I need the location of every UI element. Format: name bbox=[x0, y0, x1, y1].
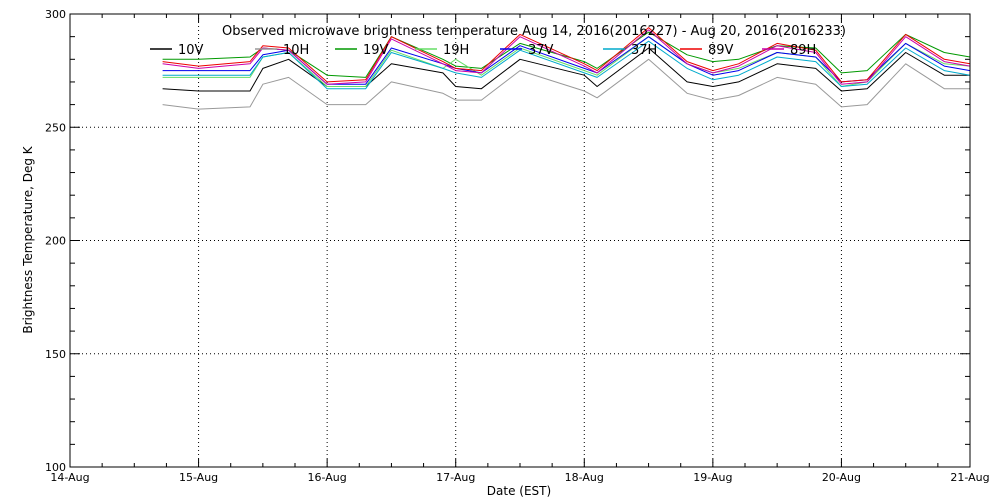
x-tick-label: 21-Aug bbox=[950, 471, 989, 484]
chart-title: Observed microwave brightness temperatur… bbox=[222, 24, 846, 39]
x-tick-label: 16-Aug bbox=[308, 471, 347, 484]
y-tick-label: 150 bbox=[45, 348, 66, 361]
y-tick-label: 300 bbox=[45, 8, 66, 21]
y-tick-label: 250 bbox=[45, 121, 66, 134]
x-tick-label: 18-Aug bbox=[565, 471, 604, 484]
x-tick-label: 20-Aug bbox=[822, 471, 861, 484]
y-tick-label: 200 bbox=[45, 235, 66, 248]
x-axis-label: Date (EST) bbox=[487, 484, 551, 498]
y-tick-label: 100 bbox=[45, 461, 66, 474]
legend-label-19h: 19H bbox=[443, 43, 469, 58]
y-axis-label: Brightness Temperature, Deg K bbox=[21, 145, 35, 333]
legend-label-10h: 10H bbox=[283, 43, 309, 58]
x-tick-label: 19-Aug bbox=[693, 471, 732, 484]
legend-label-10v: 10V bbox=[178, 43, 204, 58]
x-tick-label: 15-Aug bbox=[179, 471, 218, 484]
legend-label-89v: 89V bbox=[708, 43, 734, 58]
legend-label-37h: 37H bbox=[631, 43, 657, 58]
legend-label-19v: 19V bbox=[363, 43, 389, 58]
legend-label-37v: 37V bbox=[528, 43, 554, 58]
legend-label-89h: 89H bbox=[790, 43, 816, 58]
brightness-temperature-chart: 14-Aug 15-Aug 16-Aug 17-Aug 18-Aug 19-Aug 20-A… bbox=[0, 0, 1000, 500]
x-tick-label: 17-Aug bbox=[436, 471, 475, 484]
